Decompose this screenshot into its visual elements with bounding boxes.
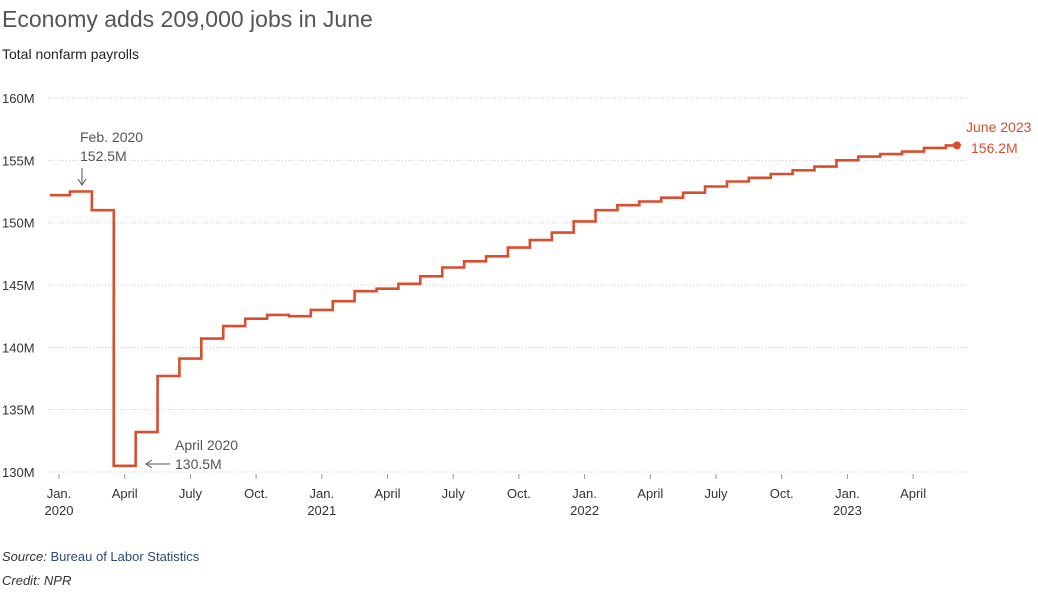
annotation-layer: Feb. 2020 152.5M April 2020 130.5M June … [77, 119, 1032, 472]
x-tick-label: Jan. [572, 486, 597, 501]
annotation-feb-2020-label: Feb. 2020 [80, 129, 143, 145]
source-link[interactable]: Bureau of Labor Statistics [50, 549, 200, 564]
x-tick-label: Jan. [310, 486, 335, 501]
annotation-feb-2020-arrow-icon [77, 168, 87, 186]
y-tick-label: 130M [2, 465, 35, 480]
x-tick-label: Oct. [244, 486, 268, 501]
x-tick-label: April [374, 486, 400, 501]
y-axis-ticks: 160M 155M 150M 145M 140M 135M 130M [2, 91, 35, 480]
annotation-jun-2023-label: June 2023 [966, 119, 1032, 135]
x-tick-label: Oct. [507, 486, 531, 501]
x-tick-label: Jan. [835, 486, 860, 501]
y-tick-label: 155M [2, 153, 35, 168]
x-tick-label: Jan. [47, 486, 72, 501]
annotation-jun-2023-value: 156.2M [971, 140, 1018, 156]
x-tick-year-label: 2020 [45, 503, 74, 518]
y-tick-label: 145M [2, 278, 35, 293]
x-tick-label: July [704, 486, 728, 501]
x-tick-label: April [112, 486, 138, 501]
annotation-apr-2020-label: April 2020 [175, 437, 238, 453]
x-tick-year-label: 2023 [833, 503, 862, 518]
grid-layer [48, 97, 968, 473]
credit-line: Credit: NPR [2, 573, 72, 588]
x-tick-label: April [637, 486, 663, 501]
y-tick-label: 140M [2, 340, 35, 355]
source-line: Source: Bureau of Labor Statistics [2, 549, 199, 564]
y-tick-label: 150M [2, 216, 35, 231]
source-label: Source: [2, 549, 47, 564]
series-line-payrolls [50, 144, 957, 468]
x-tick-label: July [442, 486, 466, 501]
annotation-apr-2020-arrow-icon [145, 459, 170, 469]
chart-title: Economy adds 209,000 jobs in June [2, 6, 373, 32]
x-tick-year-label: 2021 [307, 503, 336, 518]
chart-subtitle: Total nonfarm payrolls [2, 46, 139, 62]
annotation-apr-2020-value: 130.5M [175, 456, 222, 472]
x-tick-label: April [900, 486, 926, 501]
x-axis-ticks: Jan. 2020 April July Oct. Jan. 2021 April July Oc… [45, 474, 926, 518]
annotation-feb-2020-value: 152.5M [80, 148, 127, 164]
series-end-point [952, 141, 961, 150]
y-tick-label: 160M [2, 91, 35, 106]
x-tick-label: Oct. [770, 486, 794, 501]
y-tick-label: 135M [2, 403, 35, 418]
x-tick-year-label: 2022 [570, 503, 599, 518]
x-tick-label: July [179, 486, 203, 501]
